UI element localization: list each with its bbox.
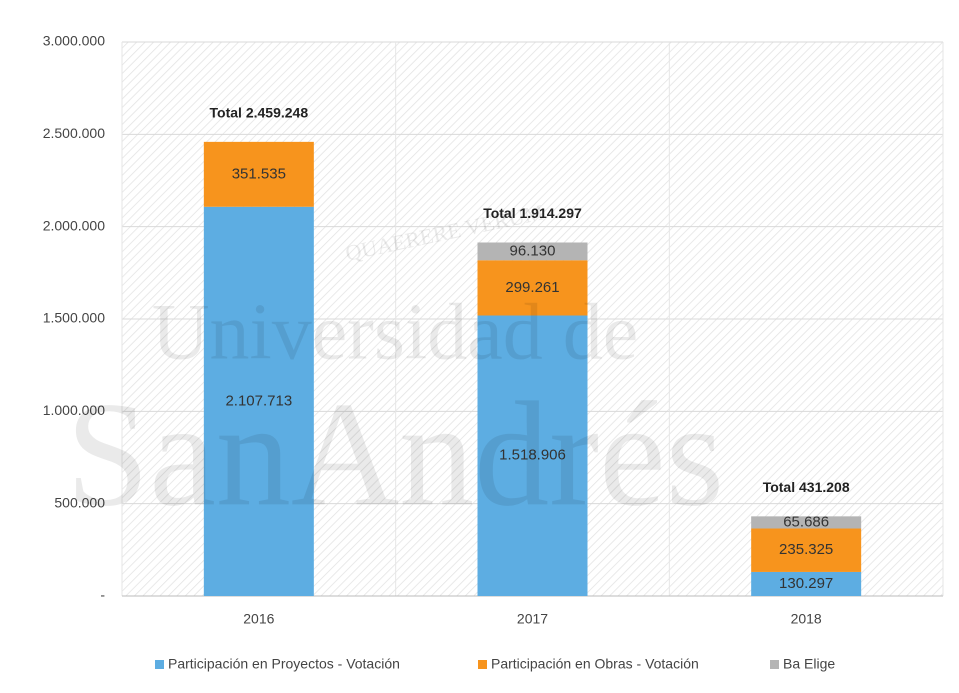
y-tick-label: -	[100, 587, 105, 603]
legend-label: Ba Elige	[783, 656, 835, 672]
data-label: 130.297	[779, 575, 833, 592]
total-label: Total 431.208	[763, 479, 850, 495]
data-label: 235.325	[779, 541, 833, 558]
legend-marker	[155, 660, 164, 669]
chart: -500.0001.000.0001.500.0002.000.0002.500…	[0, 0, 959, 693]
x-tick-label: 2018	[791, 611, 822, 627]
x-tick-label: 2017	[517, 611, 548, 627]
data-label: 96.130	[510, 242, 556, 259]
watermark: Universidad de	[152, 288, 639, 376]
data-label: 351.535	[232, 165, 286, 182]
legend-label: Participación en Proyectos - Votación	[168, 656, 400, 672]
y-tick-label: 1.500.000	[43, 310, 105, 326]
y-tick-label: 2.000.000	[43, 217, 105, 233]
legend-marker	[478, 660, 487, 669]
total-label: Total 2.459.248	[210, 105, 309, 121]
y-tick-label: 3.000.000	[43, 33, 105, 49]
legend-marker	[770, 660, 779, 669]
data-label: 65.686	[783, 513, 829, 530]
x-tick-label: 2016	[243, 611, 274, 627]
y-tick-label: 2.500.000	[43, 125, 105, 141]
legend-label: Participación en Obras - Votación	[491, 656, 699, 672]
watermark: SanAndrés	[66, 371, 724, 537]
